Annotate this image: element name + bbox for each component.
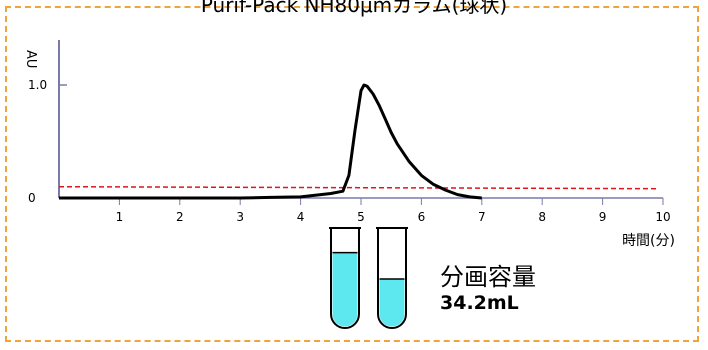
x-axis-label: 時間(分) — [622, 233, 675, 249]
fraction-volume-label: 分画容量 — [440, 263, 536, 291]
chromatogram-trace — [59, 83, 482, 200]
collection-tube — [330, 228, 360, 329]
x-tick-label: 5 — [357, 210, 365, 224]
chart-title: Purif-Pack NH80μmカラム(球状) — [200, 0, 508, 17]
fraction-volume-value: 34.2mL — [440, 292, 519, 314]
x-tick-label: 2 — [176, 210, 184, 224]
x-tick-label: 3 — [236, 210, 244, 224]
x-tick-label: 4 — [297, 210, 305, 224]
x-tick-label: 10 — [655, 210, 670, 224]
x-tick-label: 1 — [116, 210, 124, 224]
trace-layer — [59, 83, 482, 200]
collection-tubes — [329, 227, 408, 329]
threshold-line — [58, 185, 660, 190]
collection-tube — [377, 228, 407, 329]
x-tick-label: 7 — [478, 210, 486, 224]
x-tick-label: 8 — [538, 210, 546, 224]
x-tick-label: 6 — [418, 210, 426, 224]
y-axis-label: AU — [23, 50, 38, 68]
y-tick-label: 1.0 — [28, 78, 47, 92]
x-tick-label: 9 — [599, 210, 607, 224]
tube-liquid — [332, 252, 358, 327]
y-tick-label: 0 — [28, 191, 36, 205]
axes: 1 2 3 4 5 6 7 8 9 10 0 1.0 AU 時間(分) — [23, 40, 675, 249]
threshold-layer — [58, 185, 660, 190]
chart-frame — [5, 6, 699, 342]
tube-liquid — [379, 279, 405, 327]
